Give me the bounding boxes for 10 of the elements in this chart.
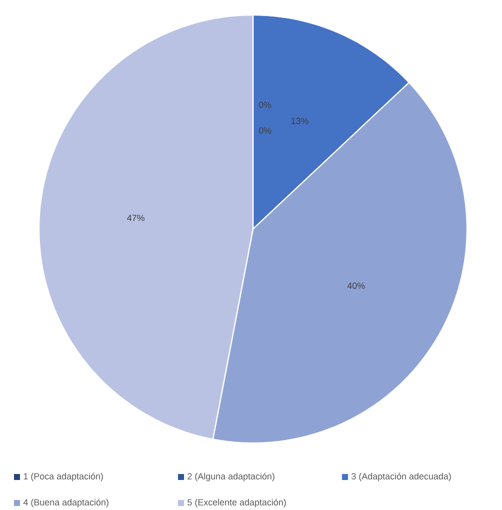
legend-label: 2 (Alguna adaptación) (188, 472, 274, 482)
data-label: 40% (347, 282, 365, 289)
text: 0% (258, 102, 272, 108)
legend-label: 5 (Excelente adaptación) (188, 498, 286, 508)
data-label: 13% (291, 118, 308, 124)
legend-label: 3 (Adaptación adecuada) (352, 472, 451, 482)
legend-label: 1 (Poca adaptación) (24, 472, 103, 482)
text: 0% (258, 127, 272, 134)
legend-label: 4 (Buena adaptación) (23, 498, 108, 508)
data-label: 47% (127, 214, 144, 222)
